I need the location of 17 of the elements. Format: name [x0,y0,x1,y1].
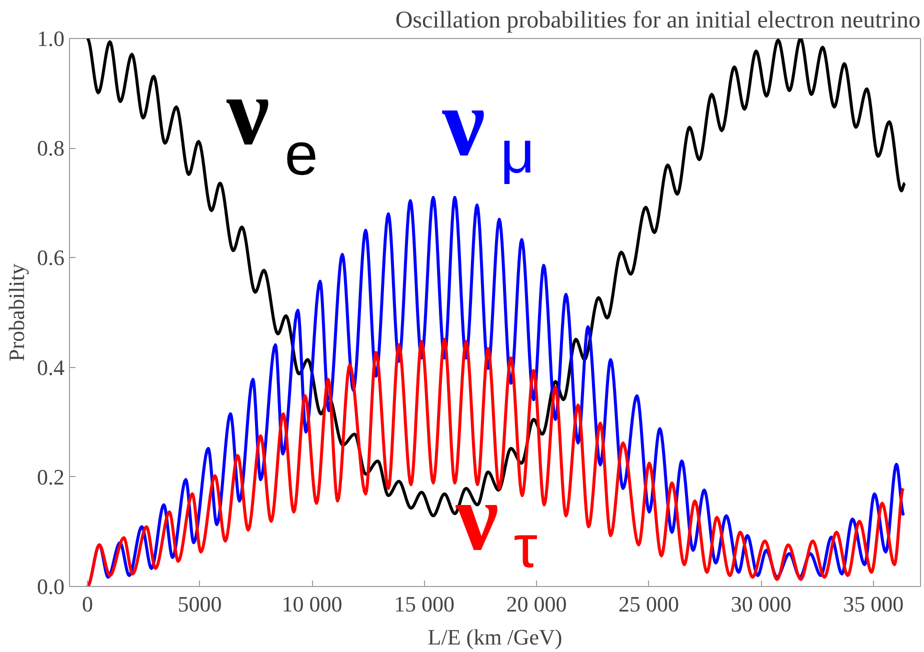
y-tick-label: 0.6 [37,245,64,270]
x-axis-title: L/E (km /GeV) [428,624,562,650]
y-tick-label: 0.4 [37,354,64,380]
x-tick-label: 0 [82,592,93,616]
y-tick-label: 1.0 [37,26,64,51]
x-tick-label: 35 000 [843,592,904,616]
y-axis-title: Probability [4,264,29,362]
x-tick-label: 15 000 [394,592,455,616]
y-tick-label: 0.0 [37,574,64,599]
x-tick-label: 5000 [178,592,222,616]
y-tick-label: 0.8 [37,136,64,161]
chart-title: Oscillation probabilities for an initial electron neutrino [395,8,920,34]
y-tick-label: 0.2 [37,464,64,490]
x-tick-label: 20 000 [506,592,567,616]
x-tick-label: 30 000 [730,592,792,616]
x-tick-label: 25 000 [618,592,680,616]
x-tick-label: 10 000 [282,592,342,616]
